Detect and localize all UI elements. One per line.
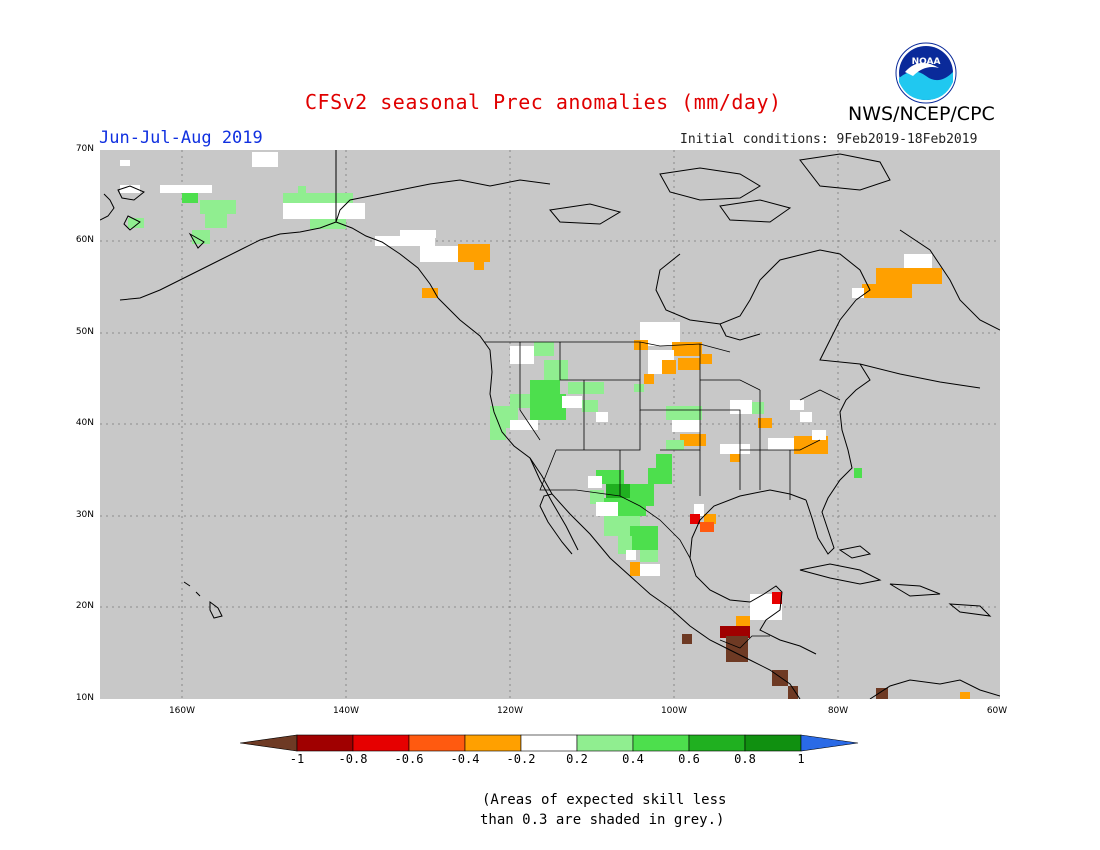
colorbar-label: 1 <box>797 752 805 766</box>
colorbar-label: -0.6 <box>394 752 424 766</box>
colorbar-segment <box>296 734 354 752</box>
map-title: CFSv2 seasonal Prec anomalies (mm/day) <box>305 90 782 114</box>
precipitation-anomaly-map <box>100 150 1000 699</box>
lat-label-20n: 20N <box>75 601 94 611</box>
colorbar-label: -0.4 <box>450 752 480 766</box>
lat-label-60n: 60N <box>75 235 94 245</box>
colorbar-label: -0.2 <box>506 752 536 766</box>
colorbar-label: -1 <box>289 752 305 766</box>
coastlines <box>100 150 1000 699</box>
map-gridlines <box>100 150 1000 699</box>
colorbar-arrow-right <box>800 734 859 752</box>
colorbar-label: 0.4 <box>622 752 644 766</box>
footnote-line-2: than 0.3 are shaded in grey.) <box>480 812 725 828</box>
map-background <box>100 150 1000 699</box>
colorbar-segment <box>744 734 802 752</box>
colorbar-segment <box>632 734 690 752</box>
lon-label-140w: 140W <box>332 706 360 716</box>
colorbar-segment <box>520 734 578 752</box>
colorbar-label: 0.6 <box>678 752 700 766</box>
colorbar-label: -0.8 <box>338 752 368 766</box>
colorbar-label: 0.8 <box>734 752 756 766</box>
organization-label: NWS/NCEP/CPC <box>848 103 995 125</box>
lat-label-50n: 50N <box>75 327 94 337</box>
colorbar-segment <box>576 734 634 752</box>
colorbar-segment <box>408 734 466 752</box>
lat-label-10n: 10N <box>75 693 94 703</box>
lat-label-70n: 70N <box>75 144 94 154</box>
colorbar-segment <box>688 734 746 752</box>
anomaly-patches <box>120 152 970 699</box>
color-bar-segments <box>240 734 859 752</box>
colorbar-arrow-left <box>240 734 298 752</box>
color-bar <box>240 734 859 752</box>
lat-label-40n: 40N <box>75 418 94 428</box>
colorbar-segment <box>464 734 522 752</box>
svg-text:NOAA: NOAA <box>912 57 941 67</box>
lon-label-100w: 100W <box>660 706 688 716</box>
lon-label-120w: 120W <box>496 706 524 716</box>
lon-label-80w: 80W <box>827 706 849 716</box>
footnote-line-1: (Areas of expected skill less <box>482 792 727 808</box>
colorbar-segment <box>352 734 410 752</box>
initial-conditions-label: Initial conditions: 9Feb2019-18Feb2019 <box>680 132 978 147</box>
noaa-logo: NOAA <box>895 42 957 104</box>
political-borders <box>484 341 841 649</box>
lat-label-30n: 30N <box>75 510 94 520</box>
lon-label-160w: 160W <box>168 706 196 716</box>
colorbar-label: 0.2 <box>566 752 588 766</box>
lon-label-60w: 60W <box>986 706 1008 716</box>
season-label: Jun-Jul-Aug 2019 <box>99 128 263 148</box>
